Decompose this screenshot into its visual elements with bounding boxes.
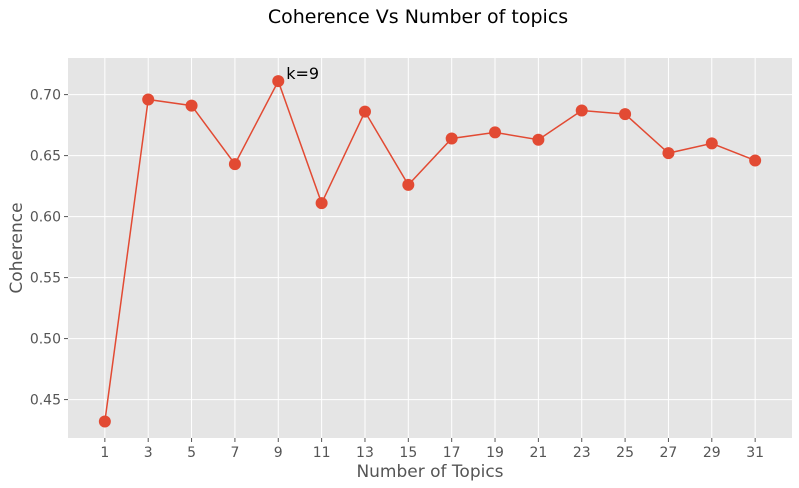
data-point <box>98 415 111 428</box>
data-point <box>185 99 198 112</box>
x-tick-label: 19 <box>486 445 504 461</box>
chart-title: Coherence Vs Number of topics <box>268 6 568 28</box>
x-tick-label: 3 <box>144 445 153 461</box>
x-tick-label: 1 <box>100 445 109 461</box>
y-tick-label: 0.65 <box>30 149 61 165</box>
x-tick-label: 25 <box>616 445 634 461</box>
data-point <box>445 132 458 145</box>
data-point <box>532 133 545 146</box>
data-point <box>489 126 502 139</box>
grid-lines <box>68 58 792 438</box>
data-point <box>749 154 762 167</box>
x-tick-label: 9 <box>274 445 283 461</box>
data-point <box>705 137 718 150</box>
y-axis-label: Coherence <box>7 202 27 293</box>
data-point <box>142 93 155 106</box>
data-point <box>575 104 588 117</box>
x-tick-label: 15 <box>399 445 417 461</box>
y-tick-label: 0.55 <box>30 271 61 287</box>
x-axis-label: Number of Topics <box>356 462 503 482</box>
x-tick-label: 23 <box>573 445 591 461</box>
x-tick-label: 31 <box>746 445 764 461</box>
data-points <box>98 75 762 428</box>
data-point <box>402 178 415 191</box>
x-tick-label: 5 <box>187 445 196 461</box>
data-point <box>662 147 675 160</box>
tick-labels: 1 3 5 7 9 11 13 15 17 19 21 23 25 27 29 310.450.500.550… <box>30 88 764 461</box>
data-point <box>315 197 328 210</box>
x-tick-label: 17 <box>443 445 461 461</box>
x-tick-label: 27 <box>660 445 678 461</box>
plot-background <box>68 58 792 438</box>
y-tick-label: 0.50 <box>30 332 61 348</box>
series-line <box>104 79 756 422</box>
data-point <box>228 158 241 171</box>
x-tick-label: 7 <box>230 445 239 461</box>
y-tick-label: 0.70 <box>30 88 61 104</box>
x-tick-label: 11 <box>313 445 331 461</box>
x-tick-label: 29 <box>703 445 721 461</box>
x-tick-label: 13 <box>356 445 374 461</box>
data-point <box>358 105 371 118</box>
y-tick-label: 0.45 <box>30 393 61 409</box>
data-point <box>272 75 285 88</box>
annotation-k9: k=9 <box>286 64 319 83</box>
data-point <box>619 108 632 121</box>
y-tick-label: 0.60 <box>30 210 61 226</box>
x-tick-label: 21 <box>529 445 547 461</box>
